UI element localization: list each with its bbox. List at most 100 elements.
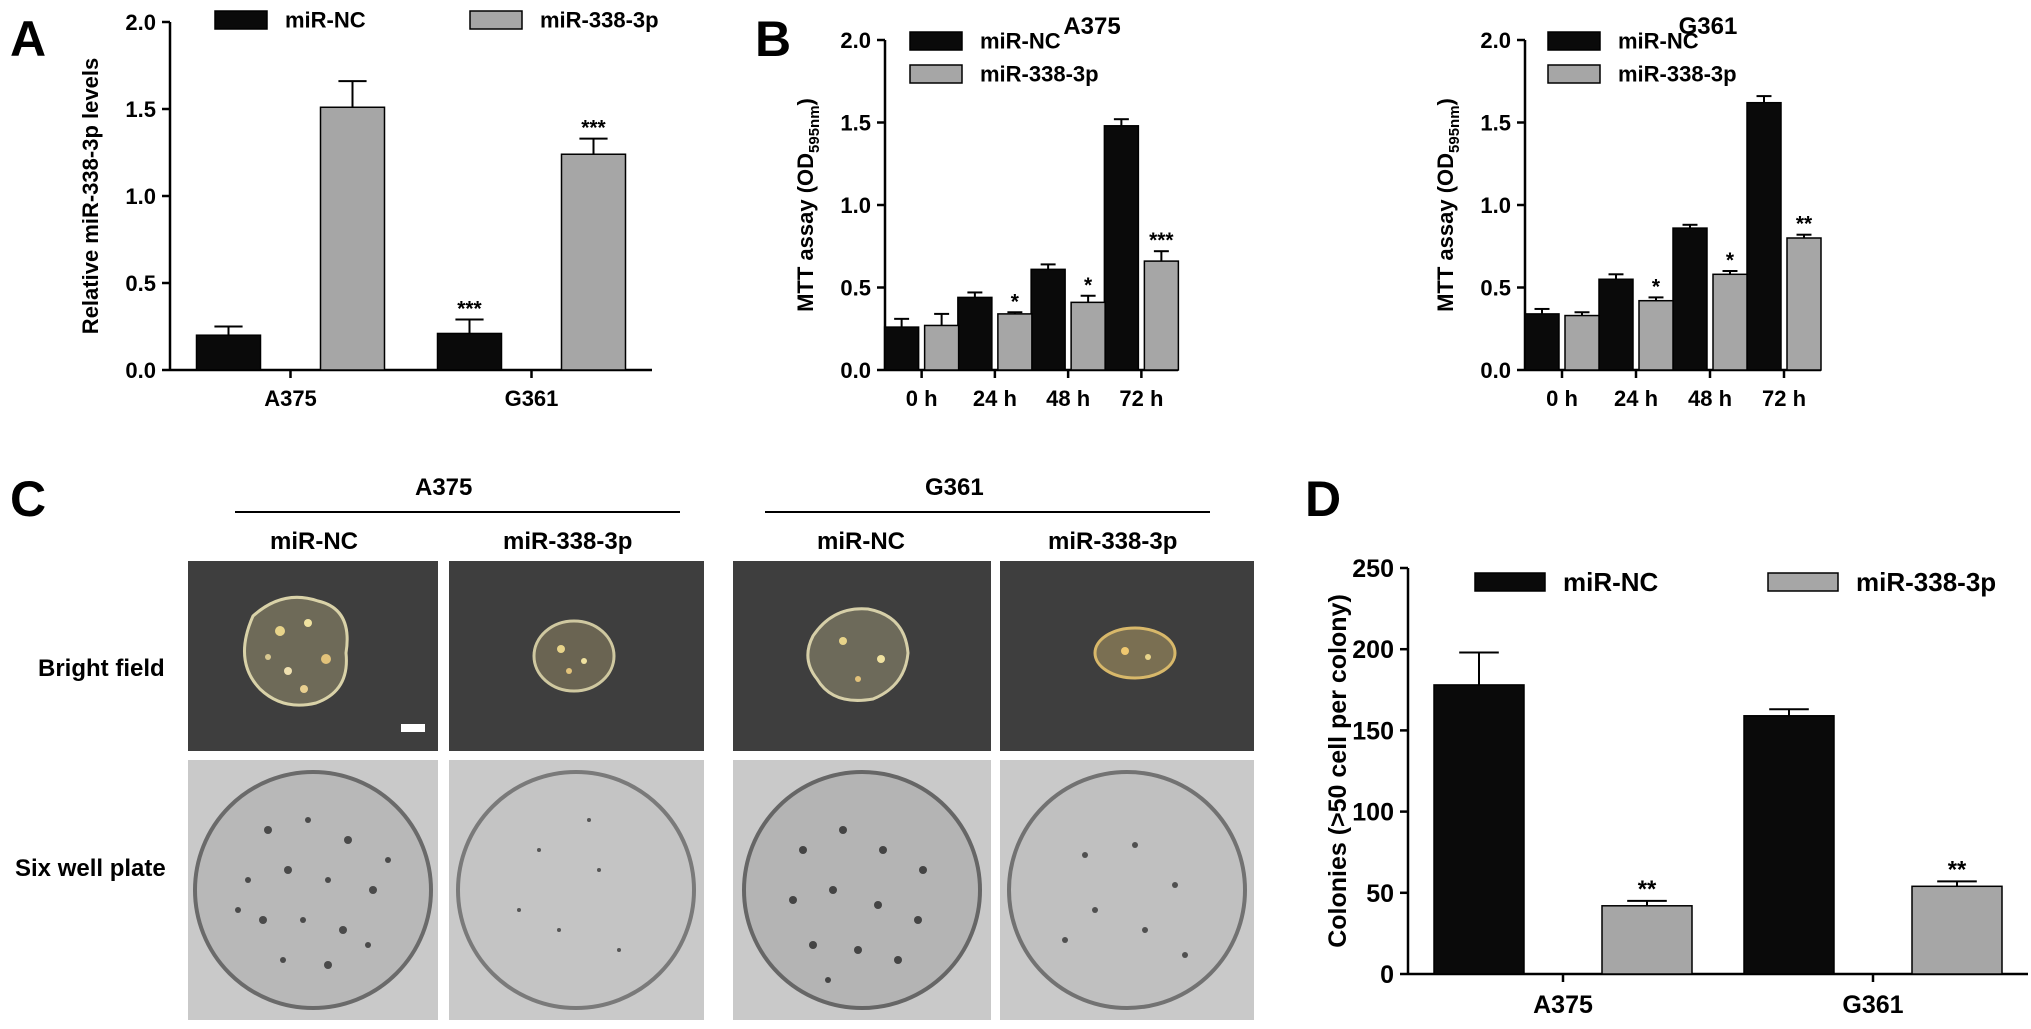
y-axis-label-d: Colonies (>50 cell per colony) bbox=[1324, 594, 1352, 948]
significance-b2: * bbox=[1652, 275, 1661, 298]
significance-d: ** bbox=[1948, 856, 1967, 883]
bar-b1-s1-1 bbox=[997, 313, 1033, 371]
x-tick-label-d: A375 bbox=[1533, 991, 1593, 1019]
legend-label-d: miR-NC bbox=[1563, 567, 1659, 597]
legend-swatch-b1 bbox=[909, 64, 963, 84]
y-tick-label-d: 0 bbox=[1380, 961, 1394, 989]
y-tick-label-b1: 2.0 bbox=[840, 28, 871, 53]
x-tick-label-a: G361 bbox=[505, 386, 559, 411]
legend-label-a: miR-NC bbox=[285, 8, 366, 33]
bar-a-s1-1 bbox=[560, 153, 627, 371]
bar-d-s1-0 bbox=[1601, 905, 1693, 975]
row-label-six-well-plate: Six well plate bbox=[15, 855, 166, 882]
bar-b2-s1-3 bbox=[1786, 237, 1822, 371]
x-tick-label-b1: 24 h bbox=[973, 386, 1017, 411]
y-tick-label-d: 200 bbox=[1352, 636, 1394, 664]
significance-b2: * bbox=[1726, 249, 1735, 272]
legend-label-b2: miR-338-3p bbox=[1618, 62, 1737, 87]
bright-field-a375-nc bbox=[188, 561, 438, 751]
panel-letter-d: D bbox=[1305, 471, 1342, 527]
y-tick-label-b2: 0.5 bbox=[1480, 275, 1511, 300]
y-tick-label-b2: 0.0 bbox=[1480, 358, 1511, 383]
significance-b1: * bbox=[1084, 274, 1093, 297]
group-rule-a375 bbox=[235, 511, 680, 513]
x-tick-label-b1: 72 h bbox=[1119, 386, 1163, 411]
bar-b2-s1-1 bbox=[1638, 299, 1674, 371]
bar-a-s0-0 bbox=[195, 334, 262, 371]
bar-d-s0-0 bbox=[1433, 684, 1525, 975]
x-tick-label-b2: 48 h bbox=[1688, 386, 1732, 411]
y-tick-label-b2: 2.0 bbox=[1480, 28, 1511, 53]
legend-swatch-a bbox=[214, 10, 268, 30]
legend-swatch-d bbox=[1767, 572, 1839, 592]
row-label-bright-field: Bright field bbox=[38, 655, 165, 682]
six-well-plate-g361-mir bbox=[1000, 760, 1254, 1020]
bar-b2-s0-2 bbox=[1672, 227, 1708, 371]
group-label-g361: G361 bbox=[925, 474, 984, 501]
significance-b1: *** bbox=[1149, 229, 1174, 252]
chart-title-b2: G361 bbox=[1679, 13, 1738, 40]
legend-swatch-a bbox=[469, 10, 523, 30]
bright-field-g361-mir bbox=[1000, 561, 1254, 751]
bar-b1-s1-0 bbox=[923, 324, 960, 371]
group-rule-g361 bbox=[765, 511, 1210, 513]
y-tick-label-a: 1.5 bbox=[125, 97, 156, 122]
column-label-a375-nc: miR-NC bbox=[270, 528, 358, 555]
bar-b2-s1-2 bbox=[1712, 273, 1748, 371]
panel-letter-a: A bbox=[10, 11, 47, 67]
bar-b1-s0-1 bbox=[957, 296, 993, 371]
bar-d-s1-1 bbox=[1911, 885, 2003, 975]
bright-field-g361-nc bbox=[733, 561, 991, 751]
y-tick-label-d: 250 bbox=[1352, 555, 1394, 583]
y-tick-label-a: 0.5 bbox=[125, 271, 156, 296]
y-tick-label-d: 150 bbox=[1352, 717, 1394, 745]
y-axis-label-b1: MTT assay (OD595nm) bbox=[793, 98, 823, 312]
y-tick-label-b1: 0.5 bbox=[840, 275, 871, 300]
significance-a: *** bbox=[581, 117, 606, 140]
chart-title-b1: A375 bbox=[1063, 13, 1120, 40]
column-label-a375-mir: miR-338-3p bbox=[503, 528, 633, 555]
x-tick-label-b1: 0 h bbox=[906, 386, 938, 411]
legend-label-d: miR-338-3p bbox=[1856, 567, 1996, 597]
group-label-a375: A375 bbox=[415, 474, 473, 501]
y-tick-label-b1: 0.0 bbox=[840, 358, 871, 383]
column-label-g361-nc: miR-NC bbox=[817, 528, 905, 555]
legend-label-b2: miR-NC bbox=[1618, 29, 1699, 54]
x-tick-label-b2: 24 h bbox=[1614, 386, 1658, 411]
significance-b2: ** bbox=[1796, 213, 1813, 236]
x-tick-label-b2: 72 h bbox=[1762, 386, 1806, 411]
legend-label-a: miR-338-3p bbox=[540, 8, 659, 33]
bar-b1-s0-2 bbox=[1030, 268, 1066, 371]
y-tick-label-d: 100 bbox=[1352, 799, 1394, 827]
significance-a: *** bbox=[457, 298, 482, 321]
bar-b2-s0-3 bbox=[1746, 101, 1782, 371]
y-axis-label-a: Relative miR-338-3p levels bbox=[78, 58, 103, 334]
y-tick-label-a: 2.0 bbox=[125, 10, 156, 35]
bar-b1-s0-3 bbox=[1103, 125, 1140, 371]
bar-d-s0-1 bbox=[1743, 715, 1835, 975]
bar-b1-s1-3 bbox=[1143, 260, 1180, 371]
y-axis-label-b2: MTT assay (OD595nm) bbox=[1433, 98, 1463, 312]
x-tick-label-b1: 48 h bbox=[1046, 386, 1090, 411]
legend-label-b1: miR-338-3p bbox=[980, 62, 1099, 87]
legend-swatch-b2 bbox=[1547, 64, 1601, 84]
legend-swatch-b1 bbox=[909, 31, 963, 51]
y-tick-label-a: 1.0 bbox=[125, 184, 156, 209]
legend-swatch-d bbox=[1474, 572, 1546, 592]
significance-d: ** bbox=[1638, 876, 1657, 903]
six-well-plate-a375-mir bbox=[449, 760, 704, 1020]
bar-b2-s1-0 bbox=[1564, 314, 1600, 371]
bar-a-s1-0 bbox=[319, 106, 386, 371]
column-label-g361-mir: miR-338-3p bbox=[1048, 528, 1178, 555]
six-well-plate-g361-nc bbox=[733, 760, 991, 1020]
legend-swatch-b2 bbox=[1547, 31, 1601, 51]
x-tick-label-a: A375 bbox=[264, 386, 317, 411]
bar-b1-s0-0 bbox=[883, 326, 920, 371]
y-tick-label-d: 50 bbox=[1366, 880, 1394, 908]
bar-a-s0-1 bbox=[436, 332, 503, 371]
y-tick-label-b1: 1.0 bbox=[840, 193, 871, 218]
y-tick-label-b2: 1.0 bbox=[1480, 193, 1511, 218]
y-tick-label-b1: 1.5 bbox=[840, 110, 871, 135]
legend-label-b1: miR-NC bbox=[980, 29, 1061, 54]
bar-b1-s1-2 bbox=[1070, 301, 1106, 371]
